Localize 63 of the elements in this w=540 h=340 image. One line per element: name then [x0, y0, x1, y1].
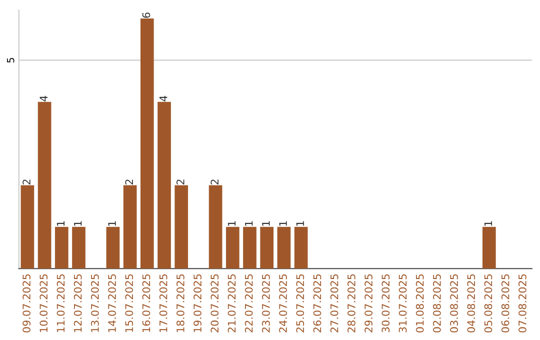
x-tick-label: 31.07.2025: [398, 274, 407, 332]
bar: [208, 185, 222, 269]
data-label: 2: [22, 180, 30, 184]
x-tick-label: 05.08.2025: [484, 274, 492, 332]
data-label: 1: [484, 221, 492, 226]
data-label: 2: [210, 180, 218, 184]
x-tick-label: 14.07.2025: [108, 274, 116, 332]
data-label: 1: [262, 221, 270, 226]
x-tick-label: 27.07.2025: [330, 274, 338, 332]
x-tick-label: 25.07.2025: [296, 274, 304, 332]
x-tick-label: 19.07.2025: [194, 274, 202, 332]
x-tick-label: 18.07.2025: [176, 274, 184, 332]
bar: [277, 226, 291, 269]
bar: [106, 226, 120, 269]
bar: [123, 185, 137, 269]
x-tick-label: 16.07.2025: [142, 274, 150, 332]
data-label: 4: [40, 96, 48, 102]
x-tick-label: 15.07.2025: [125, 274, 134, 332]
x-tick-label: 20.07.2025: [210, 274, 219, 332]
data-label: 1: [108, 221, 116, 226]
bar: [20, 185, 34, 269]
x-tick-label: 26.07.2025: [313, 274, 322, 332]
x-tick-label: 23.07.2025: [262, 274, 270, 332]
x-tick-label: 06.08.2025: [501, 274, 510, 332]
x-tick-label: 04.08.2025: [467, 274, 476, 332]
x-tick-label: 12.07.2025: [74, 274, 82, 332]
bar: [158, 102, 171, 269]
x-tick-label: 02.08.2025: [432, 274, 441, 332]
x-tick-label: 13.07.2025: [90, 274, 99, 332]
x-tick-label: 17.07.2025: [159, 274, 168, 332]
x-tick-label: 10.07.2025: [40, 274, 48, 332]
y-tick-label: 5: [7, 58, 14, 63]
data-label: 6: [142, 12, 150, 18]
data-label: 1: [56, 221, 65, 226]
x-tick-label: 22.07.2025: [244, 274, 253, 332]
data-label: 1: [228, 221, 236, 226]
bar: [294, 226, 308, 269]
bar: [260, 226, 274, 269]
data-label: 1: [245, 221, 253, 226]
x-tick-label: 24.07.2025: [279, 274, 287, 332]
bar: [482, 226, 496, 269]
data-label: 2: [125, 180, 133, 184]
x-tick-label: 11.07.2025: [56, 274, 65, 332]
data-label: 4: [160, 96, 168, 102]
bar: [226, 226, 240, 269]
data-label: 1: [296, 221, 304, 226]
bar: [38, 102, 52, 269]
bar: [174, 185, 188, 269]
x-tick-label: 28.07.2025: [347, 274, 356, 332]
x-tick-label: 07.08.2025: [518, 274, 526, 332]
data-label: 2: [176, 180, 184, 184]
x-tick-label: 03.08.2025: [450, 274, 458, 332]
x-tick-label: 29.07.2025: [364, 274, 372, 332]
x-tick-label: 01.08.2025: [416, 274, 424, 332]
bar: [140, 18, 154, 269]
x-tick-label: 30.07.2025: [382, 274, 390, 332]
bar: [72, 226, 86, 269]
bar: [243, 226, 256, 269]
data-label: 1: [279, 221, 287, 226]
x-tick-label: 09.07.2025: [22, 274, 30, 332]
bar: [54, 226, 68, 269]
x-tick-label: 21.07.2025: [228, 274, 236, 332]
data-label: 1: [74, 221, 82, 226]
